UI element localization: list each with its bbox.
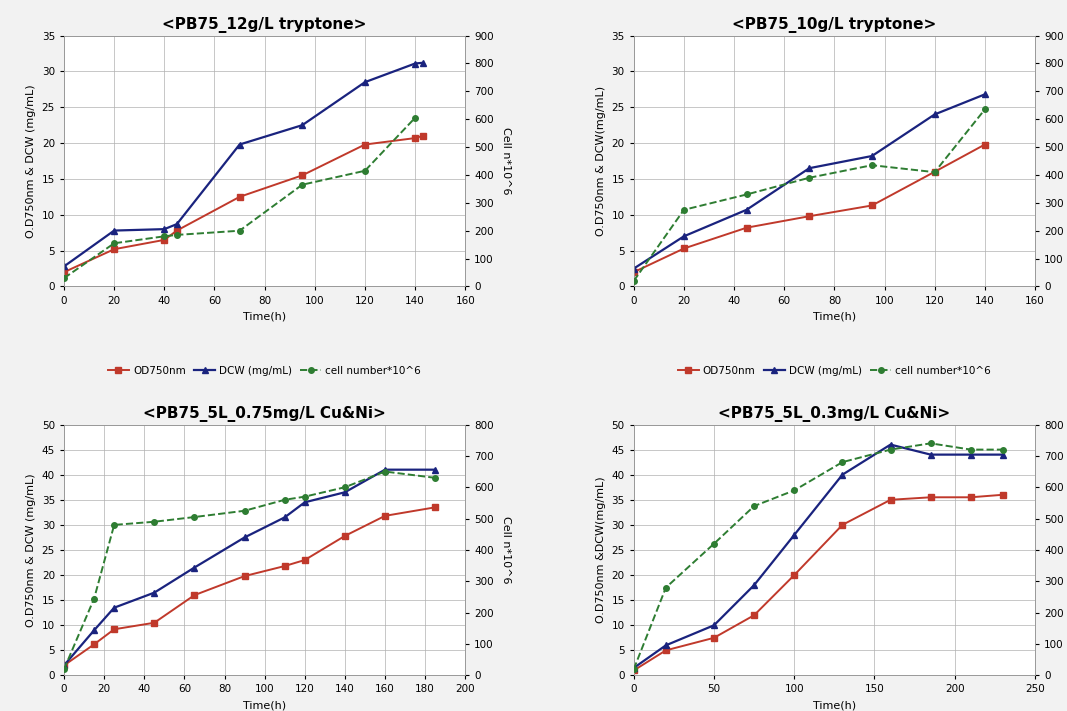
X-axis label: Time(h): Time(h) xyxy=(243,311,286,321)
X-axis label: Time(h): Time(h) xyxy=(813,311,856,321)
Y-axis label: Cell n*10^6: Cell n*10^6 xyxy=(500,516,511,584)
Title: <PB75_12g/L tryptone>: <PB75_12g/L tryptone> xyxy=(162,16,367,33)
Y-axis label: O.D750nm & DCW (mg/mL): O.D750nm & DCW (mg/mL) xyxy=(27,473,36,627)
X-axis label: Time(h): Time(h) xyxy=(243,700,286,710)
X-axis label: Time(h): Time(h) xyxy=(813,700,856,710)
Y-axis label: O.D750nm &DCW(mg/mL): O.D750nm &DCW(mg/mL) xyxy=(596,476,606,624)
Y-axis label: Cell n*10^6: Cell n*10^6 xyxy=(500,127,511,195)
Legend: OD750nm, DCW (mg/mL), cell number*10^6: OD750nm, DCW (mg/mL), cell number*10^6 xyxy=(673,362,996,380)
Y-axis label: O.D750nm & DCW (mg/mL): O.D750nm & DCW (mg/mL) xyxy=(27,84,36,238)
Y-axis label: O.D750nm & DCW(mg/mL): O.D750nm & DCW(mg/mL) xyxy=(596,86,606,236)
Title: <PB75_10g/L tryptone>: <PB75_10g/L tryptone> xyxy=(732,16,937,33)
Title: <PB75_5L_0.3mg/L Cu&Ni>: <PB75_5L_0.3mg/L Cu&Ni> xyxy=(718,405,951,422)
Title: <PB75_5L_0.75mg/L Cu&Ni>: <PB75_5L_0.75mg/L Cu&Ni> xyxy=(143,405,386,422)
Legend: OD750nm, DCW (mg/mL), cell number*10^6: OD750nm, DCW (mg/mL), cell number*10^6 xyxy=(103,362,426,380)
